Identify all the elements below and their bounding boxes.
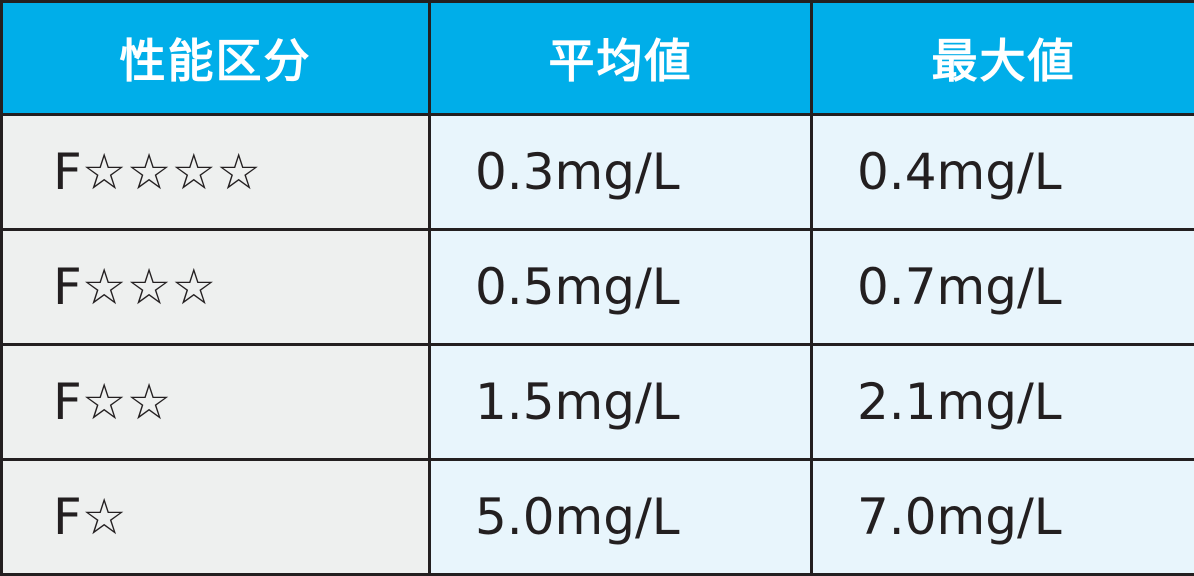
- maximum-cell: 0.4mg/L: [810, 113, 1194, 231]
- average-cell: 1.5mg/L: [428, 343, 813, 461]
- header-average: 平均値: [428, 0, 813, 116]
- table-row: F☆ 5.0mg/L 7.0mg/L: [0, 458, 1194, 576]
- performance-class-cell: F☆☆☆☆: [0, 113, 431, 231]
- average-cell: 5.0mg/L: [428, 458, 813, 576]
- maximum-cell: 0.7mg/L: [810, 228, 1194, 346]
- average-cell: 0.3mg/L: [428, 113, 813, 231]
- header-maximum: 最大値: [810, 0, 1194, 116]
- performance-class-cell: F☆☆☆: [0, 228, 431, 346]
- header-row: 性能区分 平均値 最大値: [0, 0, 1194, 116]
- performance-class-cell: F☆: [0, 458, 431, 576]
- performance-class-cell: F☆☆: [0, 343, 431, 461]
- header-performance-class: 性能区分: [0, 0, 431, 116]
- maximum-cell: 7.0mg/L: [810, 458, 1194, 576]
- average-cell: 0.5mg/L: [428, 228, 813, 346]
- table-row: F☆☆☆☆ 0.3mg/L 0.4mg/L: [0, 113, 1194, 231]
- maximum-cell: 2.1mg/L: [810, 343, 1194, 461]
- table-row: F☆☆ 1.5mg/L 2.1mg/L: [0, 343, 1194, 461]
- table-row: F☆☆☆ 0.5mg/L 0.7mg/L: [0, 228, 1194, 346]
